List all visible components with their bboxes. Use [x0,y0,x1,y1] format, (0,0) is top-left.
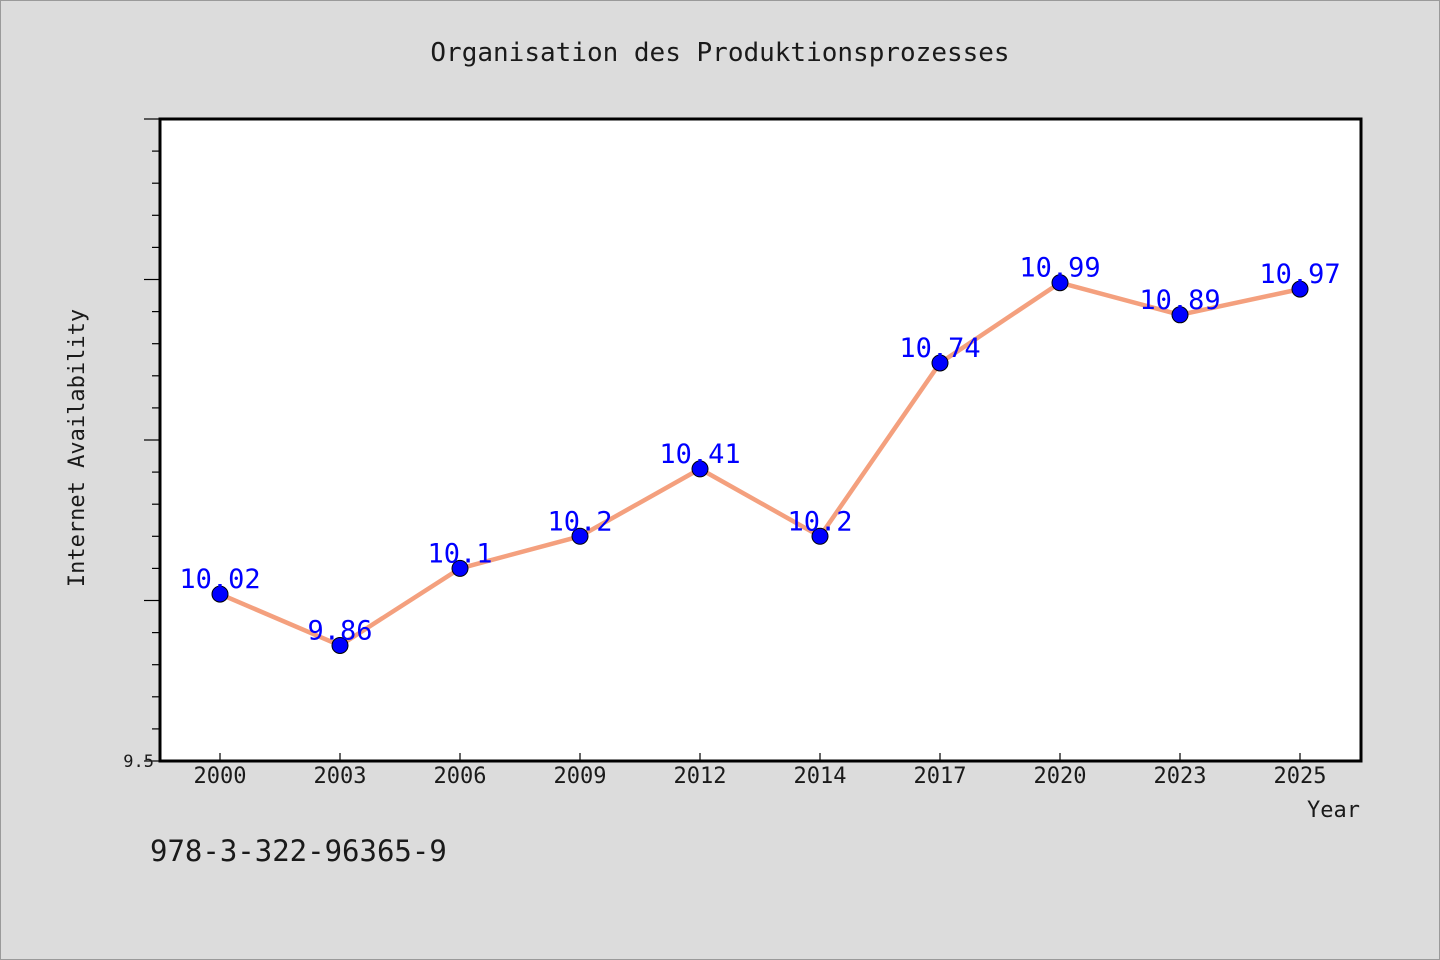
x-tick-label: 2003 [314,764,367,789]
data-point-label: 9.86 [307,615,372,646]
data-point-marker [931,354,949,372]
data-point-marker [331,636,349,654]
data-point-label: 10.2 [787,506,852,537]
data-point-label: 10.99 [1019,253,1100,284]
x-tick-label: 2009 [554,764,607,789]
data-point-label: 10.41 [659,439,740,470]
series-line [217,280,1303,648]
isbn-caption: 978-3-322-96365-9 [150,834,447,868]
data-point-label: 10.2 [547,506,612,537]
data-point-marker [691,460,709,478]
x-axis-label: Year [1307,798,1360,823]
series-markers-group [211,274,1309,654]
data-point-marker [1291,280,1309,298]
data-labels-group: 10.02 9.86 10.1 10.2 10.41 10.2 10.74 10.99 10.8… [179,253,1340,647]
x-tick-label: 2025 [1274,764,1327,789]
plot-area [158,117,1363,763]
x-tick-label: 2020 [1034,764,1087,789]
data-point-marker [1051,274,1069,292]
data-point-marker [811,527,829,545]
x-tick-label: 2000 [194,764,247,789]
x-tick-label: 2023 [1154,764,1207,789]
y-tick-label: 9.5 [123,752,154,772]
x-tick-label: 2014 [794,764,847,789]
x-tick-label: 2017 [914,764,967,789]
data-point-marker [451,559,469,577]
data-point-label: 10.89 [1139,285,1220,316]
data-point-label: 10.97 [1259,259,1340,290]
y-axis-ticks: 9.5 [123,118,160,772]
data-point-marker [1171,306,1189,324]
x-axis-ticks: 2000 2003 2006 2009 2012 2014 2017 2020 2023 2025 [194,753,1327,789]
x-tick-label: 2012 [674,764,727,789]
data-point-label: 10.74 [899,333,980,364]
chart-title: Organisation des Produktionsprozesses [430,38,1009,68]
data-point-label: 10.02 [179,564,260,595]
y-axis-label: Internet Availability [65,309,90,587]
data-point-marker [211,585,229,603]
series-line-group [217,280,1303,648]
x-tick-label: 2006 [434,764,487,789]
data-point-marker [571,527,589,545]
data-point-label: 10.1 [427,538,492,569]
